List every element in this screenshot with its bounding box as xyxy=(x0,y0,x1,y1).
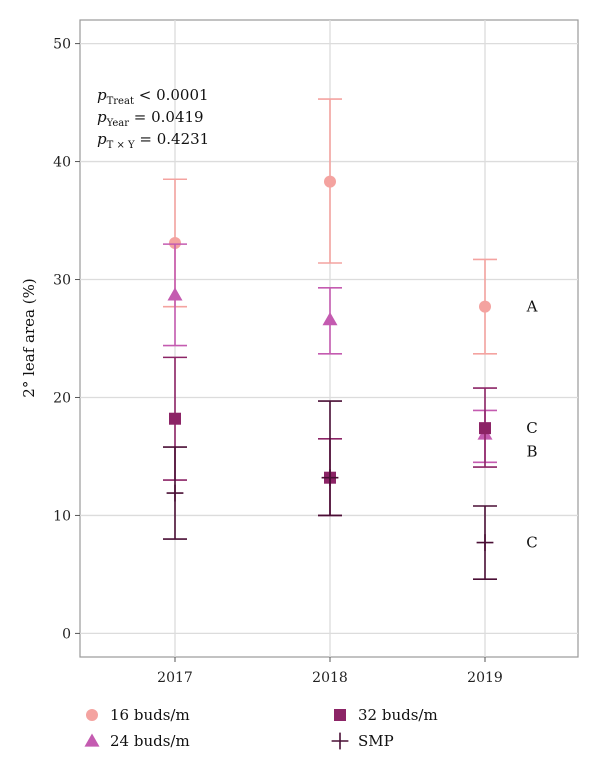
y-tick-label: 0 xyxy=(62,626,71,642)
legend-label: 32 buds/m xyxy=(358,706,438,724)
legend-label: 24 buds/m xyxy=(110,732,190,750)
legend-label: SMP xyxy=(358,732,394,750)
series-layer xyxy=(163,98,497,580)
x-tick-label: 2017 xyxy=(157,670,193,686)
significance-label: A xyxy=(526,298,538,316)
y-axis-ticks: 0 10 20 30 40 50 xyxy=(53,37,80,642)
significance-label: B xyxy=(526,443,537,461)
data-point xyxy=(479,422,491,435)
y-axis-label: 2° leaf area (%) xyxy=(20,278,38,397)
significance-label: C xyxy=(526,419,537,437)
data-point xyxy=(321,469,339,487)
legend-key xyxy=(86,709,98,721)
y-tick-label: 40 xyxy=(53,155,71,171)
stat-line: pT × Y = 0.4231 xyxy=(97,130,209,151)
y-tick-label: 50 xyxy=(53,37,71,53)
stat-line: pYear = 0.0419 xyxy=(97,108,204,129)
y-tick-label: 10 xyxy=(53,508,71,524)
data-point xyxy=(169,236,181,249)
legend-item: 16 buds/m xyxy=(86,706,190,724)
stat-line: pTreat < 0.0001 xyxy=(97,86,209,107)
y-tick-label: 20 xyxy=(53,390,71,406)
x-tick-label: 2019 xyxy=(467,670,503,686)
data-point xyxy=(476,534,494,551)
plot-panel xyxy=(79,19,579,658)
data-point xyxy=(322,312,338,326)
data-point xyxy=(169,412,181,425)
legend-item: SMP xyxy=(331,732,394,750)
significance-label: C xyxy=(526,534,537,552)
data-point xyxy=(324,175,336,188)
x-axis-ticks: 2017 2018 2019 xyxy=(157,657,503,686)
legend: 16 buds/m 24 buds/m 32 buds/m SMP xyxy=(84,706,438,750)
legend-item: 24 buds/m xyxy=(84,732,190,750)
data-point xyxy=(479,300,491,313)
legend-key xyxy=(331,732,349,750)
legend-item: 32 buds/m xyxy=(334,706,438,724)
data-point xyxy=(167,287,183,301)
series-smp xyxy=(163,400,497,580)
data-point xyxy=(166,484,184,502)
legend-key xyxy=(84,733,100,747)
legend-label: 16 buds/m xyxy=(110,706,190,724)
y-tick-label: 30 xyxy=(53,273,71,289)
legend-key xyxy=(334,709,346,721)
x-tick-label: 2018 xyxy=(312,670,348,686)
